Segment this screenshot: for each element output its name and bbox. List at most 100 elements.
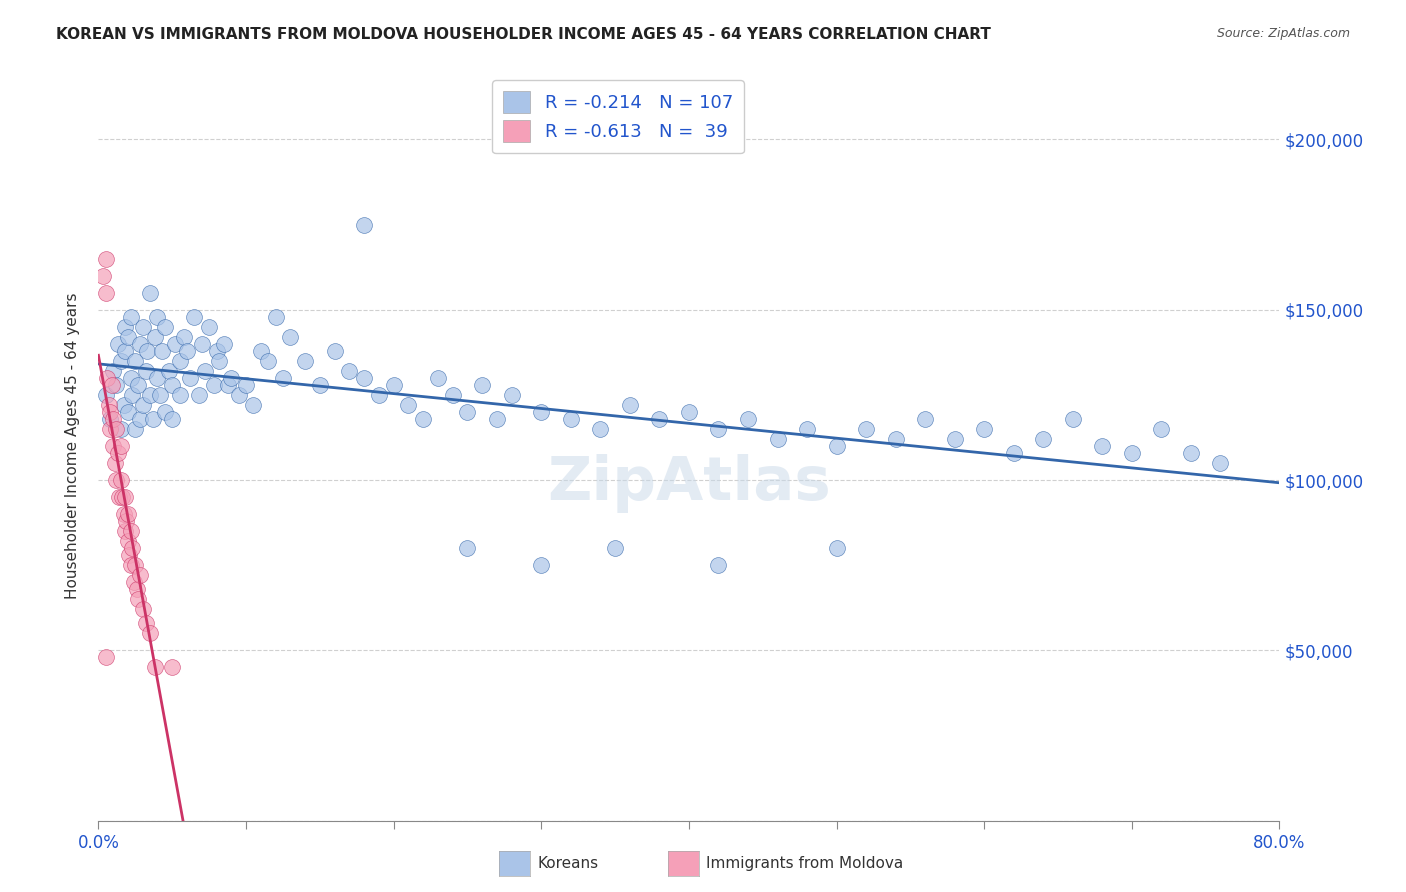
Point bbox=[136, 343, 159, 358]
Point bbox=[187, 388, 209, 402]
Point bbox=[94, 388, 117, 402]
Point bbox=[1091, 439, 1114, 453]
Point bbox=[169, 388, 191, 402]
Point bbox=[107, 446, 129, 460]
Point bbox=[228, 388, 250, 402]
Point bbox=[250, 343, 273, 358]
Point bbox=[648, 411, 671, 425]
Point bbox=[132, 319, 155, 334]
Point bbox=[1150, 422, 1173, 436]
Point bbox=[173, 330, 195, 344]
Point bbox=[105, 377, 128, 392]
Point bbox=[457, 541, 479, 556]
Point bbox=[143, 330, 166, 344]
Point bbox=[105, 473, 128, 487]
Point bbox=[105, 422, 128, 436]
Point bbox=[294, 354, 316, 368]
Point bbox=[114, 524, 136, 538]
Point bbox=[427, 371, 450, 385]
Point bbox=[139, 285, 162, 300]
Point bbox=[884, 432, 907, 446]
Point bbox=[194, 364, 217, 378]
Point bbox=[153, 405, 176, 419]
Point bbox=[124, 422, 146, 436]
Point bbox=[146, 310, 169, 324]
Point bbox=[176, 343, 198, 358]
Point bbox=[353, 218, 375, 232]
Point bbox=[398, 398, 420, 412]
Point bbox=[117, 330, 139, 344]
Point bbox=[146, 371, 169, 385]
Point bbox=[1032, 432, 1054, 446]
Point bbox=[100, 377, 122, 392]
Point bbox=[1062, 411, 1084, 425]
Point bbox=[368, 388, 391, 402]
Point bbox=[165, 336, 187, 351]
Point bbox=[110, 354, 132, 368]
Text: KOREAN VS IMMIGRANTS FROM MOLDOVA HOUSEHOLDER INCOME AGES 45 - 64 YEARS CORRELAT: KOREAN VS IMMIGRANTS FROM MOLDOVA HOUSEH… bbox=[56, 27, 991, 42]
Point bbox=[825, 439, 848, 453]
Point bbox=[323, 343, 346, 358]
Point bbox=[114, 319, 136, 334]
Point bbox=[120, 371, 142, 385]
Point bbox=[153, 319, 176, 334]
Point bbox=[235, 377, 257, 392]
Point bbox=[217, 377, 239, 392]
Point bbox=[127, 592, 149, 607]
Point bbox=[94, 650, 117, 665]
Point bbox=[135, 616, 157, 631]
Point bbox=[132, 398, 155, 412]
Point bbox=[205, 343, 228, 358]
Point bbox=[121, 388, 143, 402]
Point bbox=[115, 514, 138, 528]
Point bbox=[139, 388, 162, 402]
Point bbox=[128, 411, 150, 425]
Point bbox=[169, 354, 191, 368]
Point bbox=[157, 364, 180, 378]
Point bbox=[162, 411, 183, 425]
Point bbox=[103, 411, 125, 425]
Point bbox=[114, 343, 136, 358]
Point bbox=[457, 405, 479, 419]
Point bbox=[339, 364, 361, 378]
Point bbox=[103, 364, 125, 378]
Point bbox=[441, 388, 464, 402]
Point bbox=[560, 411, 582, 425]
Point bbox=[412, 411, 434, 425]
Point bbox=[124, 558, 146, 573]
Point bbox=[198, 319, 221, 334]
Point bbox=[382, 377, 405, 392]
Point bbox=[122, 575, 145, 590]
Point bbox=[128, 568, 150, 582]
Point bbox=[1002, 446, 1025, 460]
Point bbox=[124, 354, 146, 368]
Point bbox=[149, 388, 172, 402]
Point bbox=[162, 377, 183, 392]
Point bbox=[103, 439, 125, 453]
Point bbox=[104, 456, 127, 470]
Point bbox=[118, 548, 141, 562]
Point bbox=[143, 660, 166, 674]
Point bbox=[280, 330, 302, 344]
Point bbox=[208, 354, 231, 368]
Point bbox=[212, 336, 235, 351]
Point bbox=[257, 354, 280, 368]
Point bbox=[242, 398, 264, 412]
Point bbox=[98, 422, 121, 436]
Text: ZipAtlas: ZipAtlas bbox=[547, 454, 831, 513]
Point bbox=[117, 507, 139, 521]
Point bbox=[796, 422, 818, 436]
Point bbox=[973, 422, 995, 436]
Point bbox=[1121, 446, 1143, 460]
Point bbox=[825, 541, 848, 556]
Point bbox=[707, 558, 730, 573]
Point bbox=[114, 490, 136, 504]
Point bbox=[132, 602, 155, 616]
Point bbox=[271, 371, 294, 385]
Point bbox=[264, 310, 287, 324]
Point bbox=[117, 534, 139, 549]
Point bbox=[108, 490, 131, 504]
Text: Koreans: Koreans bbox=[537, 856, 598, 871]
Point bbox=[605, 541, 627, 556]
Point bbox=[202, 377, 225, 392]
